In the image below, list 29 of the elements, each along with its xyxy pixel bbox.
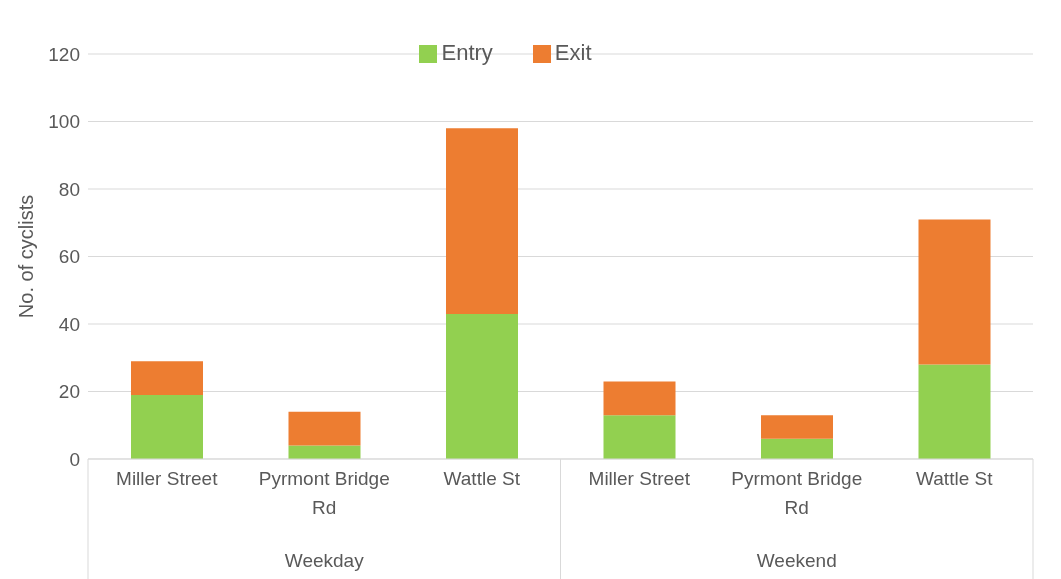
bar [603,415,676,459]
bar [446,128,518,314]
x-tick-label: Pyrmont Bridge Rd [258,468,390,518]
legend-label: Exit [554,40,592,65]
y-tick-label: 20 [58,381,80,403]
x-tick-label: Wattle St [916,468,994,489]
y-tick-label: 40 [58,313,80,335]
bar [131,394,203,459]
bar [761,438,833,459]
text: Weekend [756,550,837,571]
bar [603,381,676,416]
bar [761,415,833,439]
legend-label: Entry [441,40,493,65]
text: Weekday [284,550,365,571]
y-tick-label: 120 [48,43,80,65]
x-tick-label: Miller Street [116,468,219,489]
y-tick-label: 60 [58,246,80,268]
y-axis-title: No. of cyclists [15,194,38,319]
x-tick-label: Wattle St [443,468,521,489]
bar [446,313,518,459]
bar [918,219,991,365]
x-tick-label: Pyrmont Bridge Rd [731,468,863,518]
y-tick-label: 0 [69,448,80,470]
x-tick-label: Miller Street [588,468,691,489]
bar [918,364,991,459]
bar [288,411,361,446]
bar [131,361,203,395]
y-tick-label: 80 [58,178,80,200]
y-tick-label: 100 [48,111,80,133]
